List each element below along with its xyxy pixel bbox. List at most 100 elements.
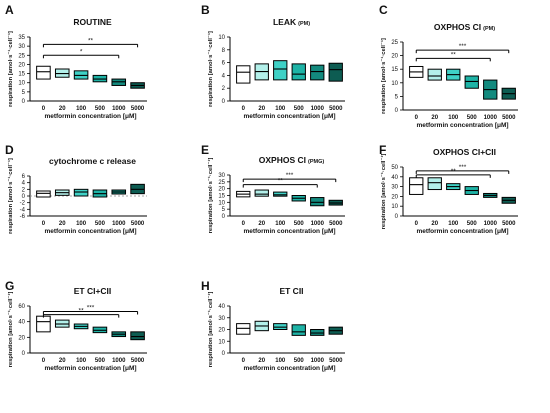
y-tick-label: 15: [218, 194, 225, 200]
y-tick-label: 10: [218, 200, 225, 206]
panel-title-text: LEAK: [273, 17, 297, 27]
panel-g: G ET CI+CII 0 20 40 60 respiration [amol·s⁻¹·c…: [5, 279, 147, 372]
y-tick-label: 2: [222, 86, 226, 92]
y-tick-label: 0: [22, 351, 26, 357]
y-axis-label: respiration [amol·s⁻¹·cell⁻¹]: [7, 158, 14, 234]
y-axis-label: respiration [amol·s⁻¹·cell⁻¹]: [207, 292, 214, 368]
x-tick-label: 1000: [484, 115, 498, 121]
significance-label: ***: [459, 164, 467, 171]
panel-title-suffix: (PM): [298, 21, 310, 27]
y-tick-label: 30: [18, 44, 25, 50]
panel-letter: G: [5, 279, 14, 293]
y-axis-label: respiration [amol·s⁻¹·cell⁻¹]: [380, 38, 387, 114]
panel-letter: D: [5, 143, 14, 157]
x-tick-label: 20: [59, 221, 66, 227]
x-tick-label: 5000: [329, 221, 343, 227]
x-tick-label: 0: [242, 358, 246, 364]
y-tick-label: 20: [18, 62, 25, 68]
box-20: [254, 189, 269, 197]
x-tick-label: 20: [258, 106, 265, 112]
y-tick-label: 20: [391, 54, 398, 60]
x-axis-label: metformin concentration [μM]: [44, 228, 136, 235]
y-tick-label: 20: [391, 194, 398, 200]
x-tick-label: 500: [294, 106, 305, 112]
significance-label: ***: [286, 172, 294, 179]
panel-title-text: ET CI+CII: [74, 286, 112, 296]
y-tick-label: 0: [222, 214, 226, 220]
x-tick-label: 20: [258, 358, 265, 364]
box-20: [427, 177, 442, 191]
panel-letter: F: [379, 143, 386, 157]
y-tick-label: 10: [391, 81, 398, 87]
x-axis-label: metformin concentration [μM]: [243, 113, 335, 120]
x-tick-label: 5000: [131, 221, 145, 227]
x-tick-label: 1000: [311, 358, 325, 364]
box-5000: [130, 331, 145, 341]
box-20: [427, 68, 442, 81]
significance-label: **: [278, 178, 284, 185]
y-tick-label: 25: [18, 53, 25, 59]
x-tick-label: 0: [242, 221, 246, 227]
panel-b: B LEAK (PM) 0 2 4 6 8 10 respiration [amol·s⁻¹·ce…: [201, 3, 345, 120]
y-tick-label: 40: [218, 304, 225, 310]
y-tick-label: 30: [218, 173, 225, 179]
box-0: [36, 65, 51, 80]
panel-title: OXPHOS CI (PMG): [259, 155, 325, 165]
x-axis-label: metformin concentration [μM]: [416, 122, 508, 129]
y-axis-label: respiration [amol·s⁻¹·cell⁻¹]: [7, 31, 14, 107]
panel-title: OXPHOS CI (PM): [434, 22, 495, 32]
x-axis-label: metformin concentration [μM]: [44, 365, 136, 372]
box-100: [273, 60, 288, 81]
panel-title-suffix: (PM): [483, 26, 495, 32]
box-500: [464, 75, 479, 89]
y-tick-label: 30: [391, 185, 398, 191]
y-tick-label: 40: [18, 320, 25, 326]
x-tick-label: 0: [242, 106, 246, 112]
panel-title-text: cytochrome c release: [49, 156, 136, 166]
y-tick-label: 10: [218, 339, 225, 345]
panel-title-text: ET CII: [279, 286, 303, 296]
y-tick-label: 0: [222, 351, 226, 357]
x-tick-label: 500: [95, 221, 106, 227]
panel-title: LEAK (PM): [273, 17, 310, 27]
significance-label: **: [79, 308, 85, 315]
y-axis-label: respiration [amol·s⁻¹·cell⁻¹]: [7, 292, 14, 368]
x-tick-label: 20: [258, 221, 265, 227]
x-tick-label: 500: [467, 115, 478, 121]
box-0: [36, 190, 51, 198]
x-tick-label: 5000: [502, 115, 516, 121]
x-tick-label: 20: [431, 115, 438, 121]
x-axis-label: metformin concentration [μM]: [44, 113, 136, 120]
y-tick-label: 40: [391, 175, 398, 181]
x-tick-label: 500: [95, 358, 106, 364]
y-axis-label: respiration [amol·s⁻¹·cell⁻¹]: [380, 154, 387, 230]
y-tick-label: -2: [20, 201, 26, 207]
x-tick-label: 100: [448, 221, 459, 227]
significance-label: **: [88, 37, 94, 44]
x-tick-label: 5000: [131, 106, 145, 112]
x-tick-label: 5000: [502, 221, 516, 227]
x-tick-label: 0: [42, 106, 46, 112]
y-tick-label: 10: [218, 35, 225, 41]
panel-title: cytochrome c release: [49, 156, 136, 166]
significance-label: **: [451, 168, 457, 175]
panel-letter: H: [201, 279, 210, 293]
x-axis-label: metformin concentration [μM]: [243, 365, 335, 372]
x-tick-label: 1000: [112, 221, 126, 227]
x-tick-label: 5000: [131, 358, 145, 364]
panel-h: H ET CII 0 10 20 30 40 respiration [amol·s⁻¹·ce…: [201, 279, 345, 372]
panel-letter: B: [201, 3, 210, 17]
box-5000: [328, 62, 343, 82]
box-100: [273, 323, 288, 330]
box-0: [36, 315, 51, 333]
y-tick-label: 0: [22, 99, 26, 105]
box-0: [236, 65, 251, 84]
y-tick-label: 6: [222, 61, 226, 67]
x-tick-label: 500: [294, 358, 305, 364]
x-tick-label: 100: [275, 106, 286, 112]
box-1000: [310, 329, 325, 336]
panel-title-text: ROUTINE: [73, 17, 112, 27]
significance-label: ***: [459, 43, 467, 50]
x-tick-label: 0: [42, 358, 46, 364]
